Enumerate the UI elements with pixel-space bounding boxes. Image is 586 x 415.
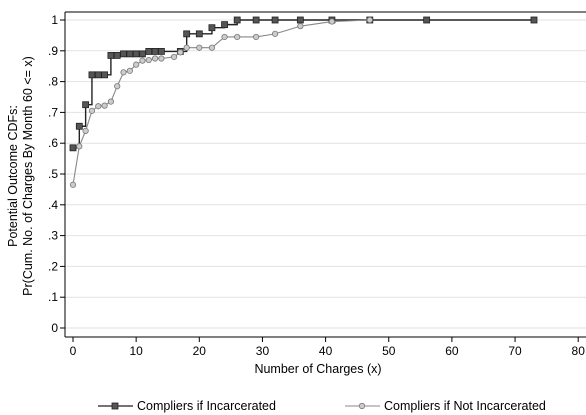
data-point-incarcerated (145, 48, 153, 55)
data-point-not-incarcerated (139, 57, 146, 64)
data-point-not-incarcerated (177, 49, 184, 56)
data-point-incarcerated (151, 48, 159, 55)
series-line-incarcerated (73, 19, 534, 149)
data-point-not-incarcerated (234, 33, 241, 41)
data-point-not-incarcerated (170, 53, 178, 61)
data-point-not-incarcerated (271, 30, 279, 37)
data-point-incarcerated (158, 48, 165, 55)
data-point-incarcerated (221, 21, 228, 29)
data-point-not-incarcerated (107, 98, 114, 105)
data-point-incarcerated (132, 50, 140, 58)
data-point-not-incarcerated (133, 61, 140, 68)
data-point-incarcerated (94, 71, 102, 79)
data-point-not-incarcerated (196, 44, 203, 51)
data-point-incarcerated (208, 24, 216, 32)
y-tick-label: .4 (48, 198, 58, 212)
data-point-not-incarcerated (221, 33, 228, 41)
data-point-not-incarcerated (82, 127, 89, 134)
data-point-incarcerated (75, 122, 83, 130)
x-tick-label: 20 (193, 344, 207, 358)
series-lines (69, 16, 538, 188)
y-tick-label: .6 (48, 136, 58, 150)
data-point-not-incarcerated (328, 18, 336, 25)
x-tick-label: 40 (319, 344, 333, 358)
data-point-not-incarcerated (297, 23, 304, 30)
y-tick-label: .5 (48, 167, 58, 181)
data-point-incarcerated (107, 52, 115, 59)
data-point-not-incarcerated (95, 103, 102, 110)
gridlines (65, 19, 586, 329)
legend-label-not-incarcerated: Compliers if Not Incarcerated (384, 399, 546, 413)
data-point-incarcerated (101, 71, 108, 79)
y-tick-label: 0 (51, 321, 58, 335)
data-point-incarcerated (88, 71, 96, 79)
legend: Compliers if Incarcerated Compliers if N… (98, 399, 546, 413)
data-point-not-incarcerated (126, 67, 133, 74)
data-point-not-incarcerated (88, 107, 96, 114)
data-point-not-incarcerated (145, 56, 152, 64)
y-tick-label: .1 (48, 290, 58, 304)
data-point-incarcerated (423, 16, 431, 24)
data-point-incarcerated (113, 52, 121, 59)
data-point-incarcerated (126, 50, 134, 58)
legend-marker-not-incarcerated (358, 402, 366, 410)
x-tick-label: 0 (70, 344, 77, 358)
data-point-incarcerated (530, 16, 538, 24)
data-point-not-incarcerated (101, 102, 108, 109)
data-point-incarcerated (120, 50, 127, 58)
x-tick-label: 70 (508, 344, 522, 358)
data-point-not-incarcerated (151, 55, 159, 62)
legend-label-incarcerated: Compliers if Incarcerated (137, 399, 276, 413)
data-point-not-incarcerated (158, 55, 165, 62)
y-tick-label: .9 (48, 44, 58, 58)
y-tick-label: .3 (48, 229, 58, 243)
data-point-incarcerated (252, 16, 260, 24)
x-tick-label: 60 (445, 344, 459, 358)
y-axis-label-line2: Pr(Cum. No. of Charges By Month 60 <= x) (21, 56, 35, 296)
data-point-not-incarcerated (366, 16, 373, 24)
data-point-incarcerated (183, 30, 191, 38)
data-point-not-incarcerated (120, 69, 127, 76)
y-tick-label: .7 (48, 105, 58, 119)
data-point-not-incarcerated (69, 181, 77, 188)
data-point-incarcerated (296, 16, 304, 24)
data-point-not-incarcerated (76, 143, 83, 150)
data-point-not-incarcerated (114, 83, 121, 90)
data-point-not-incarcerated (208, 44, 216, 51)
series-line-not-incarcerated (72, 19, 370, 185)
data-point-not-incarcerated (183, 44, 190, 51)
data-point-incarcerated (195, 30, 203, 38)
x-axis-label: Number of Charges (x) (254, 362, 381, 376)
x-tick-label: 10 (129, 344, 143, 358)
x-tick-label: 80 (572, 344, 586, 358)
data-point-incarcerated (139, 50, 146, 58)
data-point-incarcerated (69, 144, 77, 152)
data-point-not-incarcerated (253, 33, 260, 41)
y-axis-label-line1: Potential Outcome CDFs: (6, 105, 20, 247)
axes: 0.1.2.3.4.5.6.7.8.910 10 20 30 40 50 60 70 80 (48, 11, 586, 358)
x-tick-label: 50 (382, 344, 396, 358)
y-tick-label: .2 (48, 259, 58, 273)
data-point-incarcerated (271, 16, 279, 24)
data-point-incarcerated (233, 16, 241, 24)
x-tick-label: 30 (256, 344, 270, 358)
y-tick-label: 1 (51, 13, 58, 27)
data-point-incarcerated (82, 101, 90, 109)
legend-marker-incarcerated (111, 402, 119, 410)
y-tick-label: .8 (48, 75, 58, 89)
